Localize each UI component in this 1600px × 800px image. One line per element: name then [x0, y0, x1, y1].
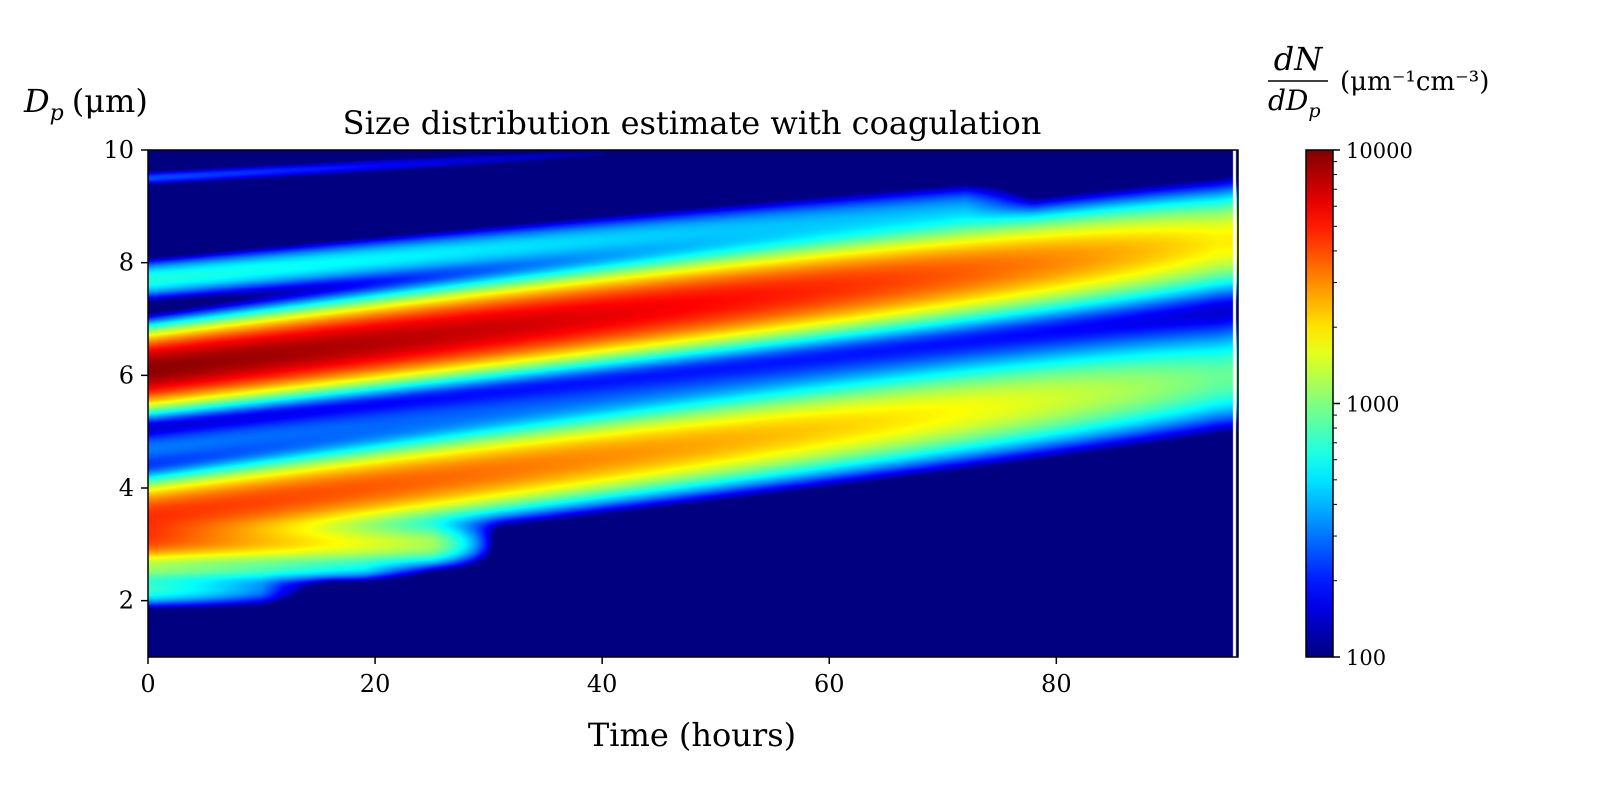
y-tick-label: 2 [119, 587, 134, 615]
y-axis-unit: (μm) [72, 82, 148, 120]
colorbar-label-denominator: dDp [1268, 84, 1321, 122]
x-tick-label: 60 [814, 670, 845, 698]
y-tick-label: 8 [119, 249, 134, 277]
colorbar-tick-label: 10000 [1346, 139, 1413, 163]
y-tick-label: 4 [119, 474, 134, 502]
colorbar-ticks: 100 1000 10000 [1333, 139, 1413, 670]
colorbar-denominator-symbol: dD [1268, 84, 1308, 117]
colorbar-gradient [1305, 149, 1334, 658]
colorbar-label-unit: (μm⁻¹cm⁻³) [1340, 67, 1489, 97]
colorbar-tick-label: 1000 [1346, 393, 1399, 417]
colorbar-denominator-subscript: p [1308, 100, 1320, 122]
heatmap-plot-area [147, 149, 1239, 658]
y-tick-label: 6 [119, 361, 134, 389]
plot-frame [147, 149, 1239, 658]
colorbar-tick-label: 100 [1346, 646, 1386, 670]
heatmap-image [148, 150, 1238, 657]
y-axis-label: Dp (μm) [23, 82, 148, 126]
x-tick-label: 80 [1041, 670, 1072, 698]
x-tick-label: 40 [587, 670, 618, 698]
colorbar-label-numerator: dN [1274, 40, 1323, 78]
y-tick-label: 10 [103, 136, 134, 164]
y-axis-symbol: D [23, 82, 50, 120]
x-axis-label: Time (hours) [588, 716, 796, 754]
y-axis: 2 4 6 8 10 [103, 136, 148, 615]
x-tick-label: 0 [140, 670, 155, 698]
y-axis-subscript: p [50, 101, 64, 126]
x-tick-label: 20 [360, 670, 391, 698]
x-axis: 0 20 40 60 80 [140, 657, 1072, 698]
chart-title: Size distribution estimate with coagulat… [343, 104, 1042, 142]
colorbar: 100 1000 10000 [1305, 139, 1413, 670]
colorbar-label: dN dDp (μm⁻¹cm⁻³) [1268, 40, 1489, 122]
